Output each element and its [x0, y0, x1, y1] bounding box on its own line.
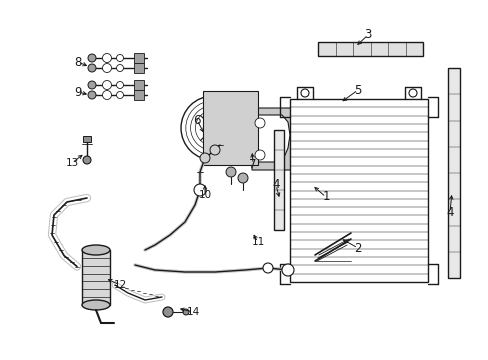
- Text: 12: 12: [113, 280, 126, 290]
- Text: 8: 8: [74, 55, 81, 68]
- Circle shape: [102, 54, 111, 63]
- Text: 3: 3: [364, 28, 371, 41]
- Text: 11: 11: [251, 237, 264, 247]
- Text: 1: 1: [322, 190, 329, 203]
- Circle shape: [116, 81, 123, 89]
- Circle shape: [102, 81, 111, 90]
- Polygon shape: [251, 108, 299, 170]
- Bar: [83, 136, 91, 142]
- Circle shape: [83, 156, 91, 164]
- Bar: [134, 90, 143, 100]
- Circle shape: [254, 150, 264, 160]
- Text: 13: 13: [65, 158, 79, 168]
- Circle shape: [263, 263, 272, 273]
- Text: 14: 14: [186, 307, 199, 317]
- Circle shape: [163, 307, 173, 317]
- Ellipse shape: [82, 300, 110, 310]
- Circle shape: [181, 96, 244, 160]
- Text: 4: 4: [446, 206, 453, 219]
- Circle shape: [116, 91, 123, 99]
- Circle shape: [102, 90, 111, 99]
- Circle shape: [183, 309, 189, 315]
- Bar: [317, 42, 422, 56]
- Circle shape: [88, 64, 96, 72]
- Circle shape: [408, 89, 416, 97]
- Bar: [134, 63, 143, 73]
- Circle shape: [238, 173, 247, 183]
- Circle shape: [225, 167, 236, 177]
- Circle shape: [200, 153, 209, 163]
- Circle shape: [116, 54, 123, 62]
- Circle shape: [206, 122, 219, 134]
- Bar: [82, 250, 110, 305]
- Circle shape: [88, 91, 96, 99]
- Bar: [203, 91, 258, 165]
- Text: 9: 9: [74, 85, 81, 99]
- Circle shape: [301, 89, 308, 97]
- Circle shape: [116, 64, 123, 72]
- Ellipse shape: [82, 245, 110, 255]
- Bar: [273, 130, 284, 230]
- Circle shape: [282, 264, 293, 276]
- Text: 4: 4: [272, 179, 279, 192]
- Circle shape: [88, 81, 96, 89]
- Bar: [289, 99, 427, 282]
- Text: 10: 10: [198, 190, 211, 200]
- Bar: [134, 80, 143, 90]
- Circle shape: [254, 118, 264, 128]
- Text: 6: 6: [193, 113, 201, 126]
- Circle shape: [194, 184, 205, 196]
- Circle shape: [102, 63, 111, 72]
- Text: 5: 5: [354, 84, 361, 96]
- Circle shape: [88, 54, 96, 62]
- Text: 7: 7: [249, 158, 256, 171]
- Text: 2: 2: [353, 242, 361, 255]
- Circle shape: [209, 145, 220, 155]
- Bar: [447, 68, 459, 278]
- Bar: [134, 53, 143, 63]
